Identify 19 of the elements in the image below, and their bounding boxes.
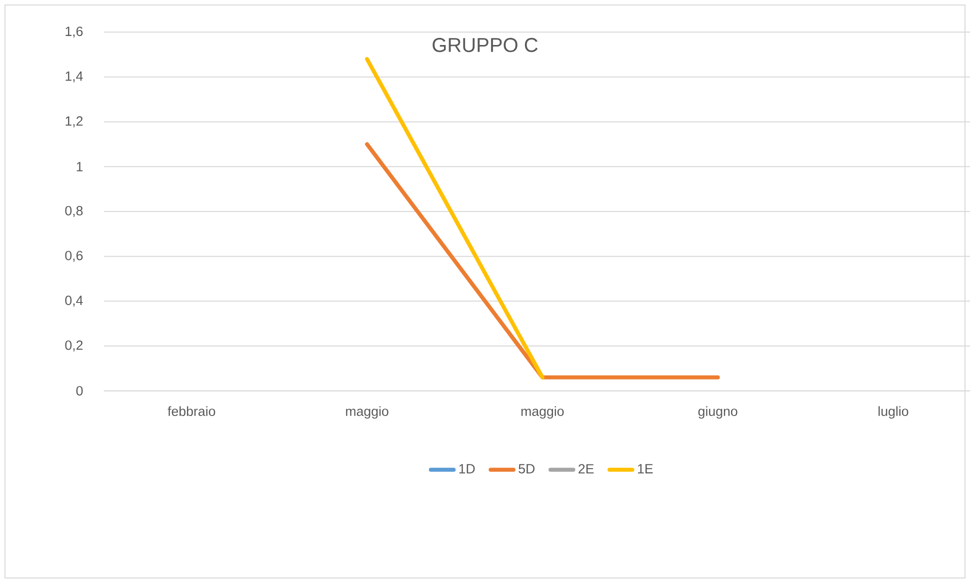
y-tick-label: 1	[76, 162, 83, 172]
legend-label: 2E	[578, 464, 594, 474]
y-tick-label: 0	[76, 386, 83, 396]
y-tick-label: 1,6	[66, 26, 83, 38]
y-tick-label: 0,8	[65, 206, 83, 217]
legend-label: 1D	[459, 464, 475, 474]
x-tick-label: luglio	[878, 406, 908, 419]
legend-label: 5D	[518, 464, 535, 474]
y-tick-label: 1,2	[66, 116, 83, 128]
y-tick-label: 1,4	[66, 72, 83, 82]
x-tick-label: febbraio	[168, 406, 216, 416]
y-tick-label: 0,6	[65, 250, 83, 262]
x-tick-label: maggio	[346, 406, 388, 419]
chart-title: GRUPPO C	[432, 38, 538, 52]
y-tick-label: 0,2	[65, 340, 83, 352]
legend-label: 1E	[638, 464, 653, 474]
x-tick-label: giugno	[698, 406, 738, 419]
x-tick-label: maggio	[521, 406, 564, 419]
y-tick-label: 0,4	[65, 296, 83, 307]
